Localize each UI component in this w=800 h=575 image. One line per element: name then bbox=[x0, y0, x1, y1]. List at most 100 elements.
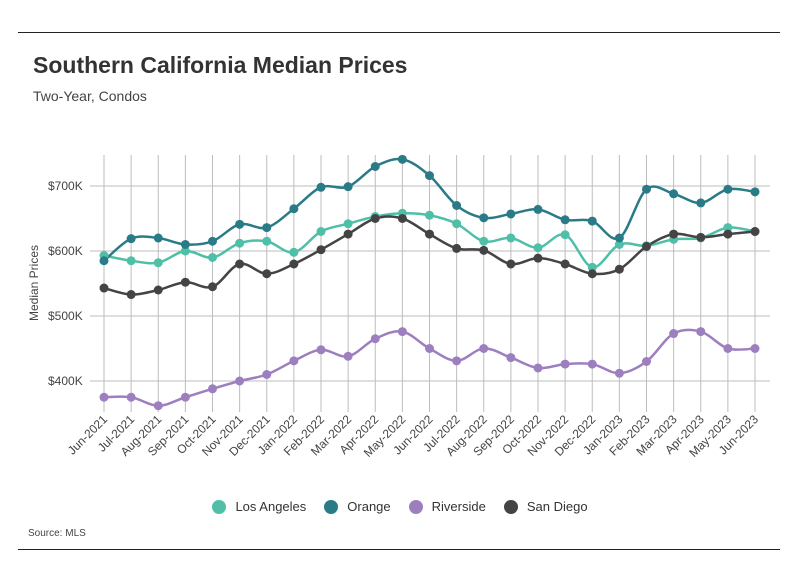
data-point-riverside bbox=[587, 359, 597, 369]
data-point-san-diego bbox=[425, 229, 434, 239]
data-point-san-diego bbox=[153, 285, 163, 295]
data-point-orange bbox=[425, 171, 434, 181]
data-point-san-diego bbox=[126, 290, 136, 300]
legend-item-los-angeles: Los Angeles bbox=[212, 499, 306, 514]
data-point-los-angeles bbox=[235, 238, 245, 248]
data-point-orange bbox=[560, 215, 570, 225]
legend: Los Angeles Orange Riverside San Diego bbox=[0, 499, 800, 514]
top-rule bbox=[18, 32, 780, 33]
data-point-riverside bbox=[560, 359, 570, 369]
legend-item-san-diego: San Diego bbox=[503, 499, 588, 514]
data-point-riverside bbox=[208, 384, 217, 394]
data-point-riverside bbox=[696, 327, 706, 337]
data-point-san-diego bbox=[642, 241, 651, 251]
data-point-san-diego bbox=[669, 229, 679, 239]
y-axis: $400K $500K $600K $700K Median Prices bbox=[27, 179, 83, 388]
legend-label: Riverside bbox=[431, 499, 486, 514]
data-point-los-angeles bbox=[262, 236, 272, 246]
data-point-orange bbox=[235, 219, 245, 229]
legend-label: Orange bbox=[347, 499, 391, 514]
y-tick-label: $700K bbox=[48, 179, 83, 193]
data-point-orange bbox=[289, 204, 299, 214]
data-point-san-diego bbox=[343, 229, 353, 239]
data-point-orange bbox=[669, 189, 679, 199]
data-point-riverside bbox=[723, 344, 733, 353]
data-point-riverside bbox=[370, 334, 380, 344]
data-point-los-angeles bbox=[533, 243, 543, 253]
data-point-orange bbox=[126, 234, 136, 244]
data-point-orange bbox=[343, 182, 353, 192]
chart-title: Southern California Median Prices bbox=[33, 52, 408, 78]
legend-label: San Diego bbox=[526, 499, 588, 514]
y-tick-label: $500K bbox=[48, 309, 83, 323]
data-point-orange bbox=[506, 209, 516, 219]
y-tick-label: $400K bbox=[48, 374, 83, 388]
data-point-san-diego bbox=[180, 277, 190, 287]
data-point-orange bbox=[614, 233, 624, 243]
data-point-riverside bbox=[533, 363, 543, 373]
data-point-los-angeles bbox=[126, 256, 136, 266]
legend-item-riverside: Riverside bbox=[408, 499, 486, 514]
data-point-los-angeles bbox=[208, 253, 217, 262]
data-point-riverside bbox=[669, 329, 679, 339]
data-point-orange bbox=[452, 201, 462, 210]
data-point-riverside bbox=[235, 376, 245, 386]
data-point-san-diego bbox=[316, 245, 326, 255]
data-point-san-diego bbox=[235, 259, 245, 269]
data-point-riverside bbox=[506, 353, 516, 363]
data-point-riverside bbox=[642, 357, 651, 366]
data-point-san-diego bbox=[289, 259, 299, 269]
data-point-san-diego bbox=[99, 283, 109, 293]
legend-swatch bbox=[212, 499, 227, 514]
data-point-orange bbox=[587, 216, 597, 226]
data-point-riverside bbox=[180, 392, 190, 402]
data-point-los-angeles bbox=[614, 240, 624, 249]
data-point-san-diego bbox=[262, 269, 272, 279]
data-point-san-diego bbox=[208, 282, 217, 292]
data-point-los-angeles bbox=[425, 210, 434, 220]
data-point-orange bbox=[262, 223, 272, 233]
data-point-los-angeles bbox=[560, 230, 570, 240]
data-point-riverside bbox=[153, 401, 163, 411]
data-point-riverside bbox=[479, 344, 489, 353]
data-point-orange bbox=[316, 182, 326, 192]
data-point-riverside bbox=[126, 392, 136, 402]
data-point-orange bbox=[397, 154, 407, 164]
data-point-orange bbox=[208, 236, 217, 246]
data-point-orange bbox=[750, 187, 760, 197]
legend-label: Los Angeles bbox=[235, 499, 307, 514]
data-point-orange bbox=[479, 213, 489, 223]
data-point-orange bbox=[153, 233, 163, 243]
data-point-orange bbox=[370, 162, 380, 171]
data-point-los-angeles bbox=[479, 236, 489, 246]
data-point-orange bbox=[642, 184, 651, 194]
data-point-orange bbox=[99, 256, 109, 266]
data-point-san-diego bbox=[696, 232, 706, 242]
legend-swatch bbox=[503, 499, 518, 514]
y-axis-title: Median Prices bbox=[27, 245, 41, 321]
legend-swatch bbox=[408, 499, 423, 514]
data-point-san-diego bbox=[560, 259, 570, 269]
data-point-riverside bbox=[316, 345, 326, 355]
data-point-riverside bbox=[262, 370, 272, 379]
data-point-los-angeles bbox=[506, 233, 516, 243]
data-point-san-diego bbox=[614, 264, 624, 274]
chart-subtitle: Two-Year, Condos bbox=[33, 88, 147, 104]
data-point-san-diego bbox=[370, 214, 380, 223]
data-point-los-angeles bbox=[723, 223, 733, 233]
x-axis: Jun-2021Jul-2021Aug-2021Sep-2021Oct-2021… bbox=[65, 412, 762, 460]
data-point-san-diego bbox=[533, 253, 543, 263]
data-point-riverside bbox=[289, 356, 299, 366]
line-chart: $400K $500K $600K $700K Median Prices Jun-20… bbox=[27, 154, 770, 460]
bottom-rule bbox=[18, 549, 780, 550]
data-point-san-diego bbox=[452, 243, 462, 253]
data-point-riverside bbox=[750, 344, 760, 353]
data-point-riverside bbox=[397, 327, 407, 337]
y-tick-label: $600K bbox=[48, 244, 83, 258]
grid bbox=[90, 155, 770, 412]
data-point-los-angeles bbox=[452, 219, 462, 229]
data-point-san-diego bbox=[506, 259, 516, 269]
legend-item-orange: Orange bbox=[324, 499, 391, 514]
data-point-los-angeles bbox=[316, 227, 326, 236]
data-point-los-angeles bbox=[343, 219, 353, 229]
